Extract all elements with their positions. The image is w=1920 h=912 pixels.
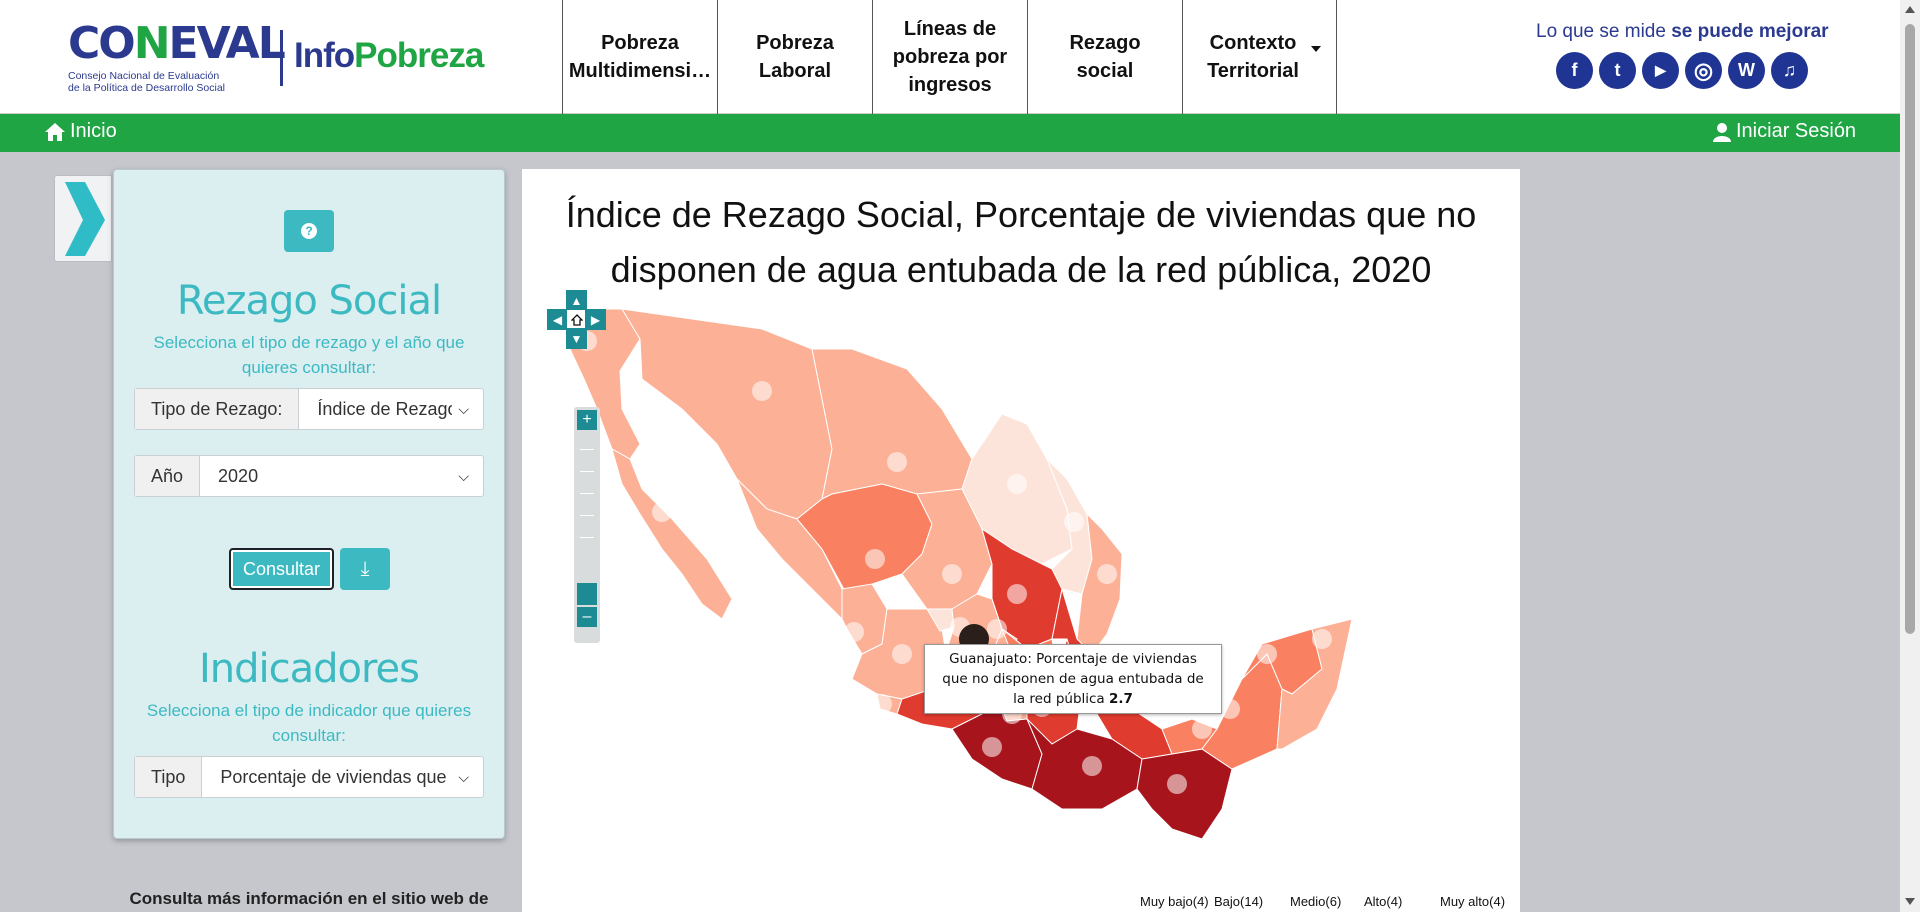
home-icon (45, 122, 65, 141)
login-link[interactable]: Iniciar Sesión (1712, 120, 1856, 143)
social-links: f t ▶ ◎ W ♫ (1556, 52, 1808, 89)
zoom-tick (580, 471, 594, 472)
state-tooltip: Guanajuato: Porcentaje de viviendas que … (924, 644, 1222, 714)
user-icon (1713, 122, 1731, 142)
coneval-wordmark: CONEVAL (68, 18, 286, 69)
zoom-tick (580, 515, 594, 516)
nav-rezago-social[interactable]: Rezago social (1027, 0, 1182, 114)
tagline: Lo que se mide se puede mejorar (1536, 21, 1829, 42)
scroll-down-icon[interactable] (1905, 898, 1915, 905)
zoom-bar[interactable]: + – (574, 407, 600, 643)
legend-bajo[interactable]: Bajo(14) (1214, 894, 1264, 909)
pan-home-button[interactable] (566, 309, 587, 330)
state-nayarit (841, 583, 888, 655)
mexico-map[interactable] (522, 309, 1520, 899)
indicadores-title: Indicadores (198, 646, 420, 692)
scroll-up-icon[interactable] (1905, 6, 1915, 13)
chevron-down-icon (1311, 46, 1321, 52)
logo-divider (280, 30, 283, 86)
anio-select[interactable]: 2020 ⌵ (200, 456, 483, 496)
page-scrollbar[interactable] (1900, 0, 1920, 912)
consultar-button[interactable]: Consultar (229, 548, 334, 590)
home-link[interactable]: Inicio (44, 120, 117, 143)
coneval-subtitle-line-1: Consejo Nacional de Evaluación (68, 70, 220, 82)
indicadores-description: Selecciona el tipo de indicador que quie… (146, 701, 472, 745)
map-panel: Índice de Rezago Social, Porcentaje de v… (522, 169, 1520, 912)
legend-alto[interactable]: Alto(4) (1364, 894, 1403, 909)
pan-right-button[interactable]: ▶ (585, 309, 606, 330)
tipo-indicador-value: Porcentaje de viviendas que n (220, 766, 453, 787)
anio-label: Año (135, 456, 201, 496)
anio-value: 2020 (218, 465, 259, 486)
zoom-out-button[interactable]: – (577, 607, 597, 627)
home-label: Inicio (70, 120, 117, 142)
pan-up-button[interactable]: ▲ (566, 290, 587, 311)
more-info-text: Consulta más información en el sitio web… (129, 889, 489, 908)
youtube-icon[interactable]: ▶ (1642, 52, 1679, 89)
anio-group: Año 2020 ⌵ (134, 455, 484, 497)
state-chihuahua (811, 348, 973, 500)
chevron-down-icon: ⌵ (458, 467, 469, 484)
coneval-subtitle: Consejo Nacional de Evaluación de la Pol… (68, 70, 250, 94)
tooltip-text: Guanajuato: Porcentaje de viviendas que … (942, 651, 1204, 707)
tipo-indicador-select[interactable]: Porcentaje de viviendas que n ⌵ (202, 757, 483, 797)
tipo-indicador-group: Tipo Porcentaje de viviendas que n ⌵ (134, 756, 484, 798)
chevron-down-icon: ⌵ (458, 400, 469, 417)
twitter-icon[interactable]: t (1599, 52, 1636, 89)
facebook-icon[interactable]: f (1556, 52, 1593, 89)
pan-down-button[interactable]: ▼ (566, 328, 587, 349)
state-durango (796, 483, 933, 605)
green-bar: Inicio Iniciar Sesión (0, 114, 1900, 152)
tipo-rezago-label: Tipo de Rezago: (135, 389, 300, 429)
scroll-thumb[interactable] (1905, 24, 1915, 634)
side-panel: ? Rezago Social Selecciona el tipo de re… (113, 169, 505, 839)
map-legend: Muy bajo(4) Bajo(14) Medio(6) Alto(4) Mu… (522, 894, 1520, 912)
question-icon: ? (301, 223, 317, 239)
legend-medio[interactable]: Medio(6) (1290, 894, 1342, 909)
legend-muy-bajo[interactable]: Muy bajo(4) (1140, 894, 1209, 909)
coneval-logo[interactable]: CONEVAL Consejo Nacional de Evaluación d… (68, 18, 286, 100)
zoom-in-button[interactable]: + (577, 410, 597, 430)
pan-left-button[interactable]: ◀ (547, 309, 568, 330)
home-icon (570, 313, 583, 326)
instagram-icon[interactable]: ◎ (1685, 52, 1722, 89)
rezago-title: Rezago Social (176, 278, 442, 324)
chevron-right-icon (65, 182, 105, 256)
zoom-tick (580, 493, 594, 494)
podcast-icon[interactable]: ♫ (1771, 52, 1808, 89)
site-header: CONEVAL Consejo Nacional de Evaluación d… (0, 0, 1900, 114)
zoom-tick (580, 449, 594, 450)
state-quintana-roo (1276, 618, 1353, 750)
coneval-subtitle-line-2: de la Política de Desarrollo Social (68, 82, 225, 94)
sidebar-toggle[interactable] (54, 175, 112, 262)
map-title: Índice de Rezago Social, Porcentaje de v… (565, 194, 1477, 290)
main-nav: Pobreza Multidimensi… Pobreza Laboral Lí… (562, 0, 1337, 114)
nav-lineas-pobreza[interactable]: Líneas de pobreza por ingresos (872, 0, 1027, 114)
chevron-down-icon: ⌵ (458, 768, 469, 785)
download-button[interactable]: ⤓ (340, 548, 390, 590)
tipo-rezago-select[interactable]: Índice de Rezago ⌵ (299, 389, 483, 429)
legend-muy-alto[interactable]: Muy alto(4) (1440, 894, 1506, 909)
download-icon: ⤓ (360, 557, 370, 580)
tipo-indicador-label: Tipo (135, 757, 203, 797)
state-sonora (621, 309, 833, 520)
rezago-description: Selecciona el tipo de rezago y el año qu… (153, 333, 465, 377)
state-chiapas (1136, 748, 1233, 840)
nav-pobreza-laboral[interactable]: Pobreza Laboral (717, 0, 872, 114)
tipo-rezago-group: Tipo de Rezago: Índice de Rezago ⌵ (134, 388, 484, 430)
wordpress-icon[interactable]: W (1728, 52, 1765, 89)
login-label: Iniciar Sesión (1736, 120, 1857, 142)
zoom-slider-handle[interactable] (577, 583, 597, 605)
help-button[interactable]: ? (284, 210, 334, 252)
nav-pobreza-multidimensional[interactable]: Pobreza Multidimensi… (562, 0, 717, 114)
infopobreza-logo[interactable]: InfoPobreza (294, 36, 484, 75)
tipo-rezago-value: Índice de Rezago (317, 398, 453, 419)
tooltip-value: 2.7 (1109, 691, 1133, 707)
nav-contexto-territorial[interactable]: Contexto Territorial (1182, 0, 1337, 114)
state-baja-california-sur (611, 447, 733, 620)
zoom-tick (580, 537, 594, 538)
